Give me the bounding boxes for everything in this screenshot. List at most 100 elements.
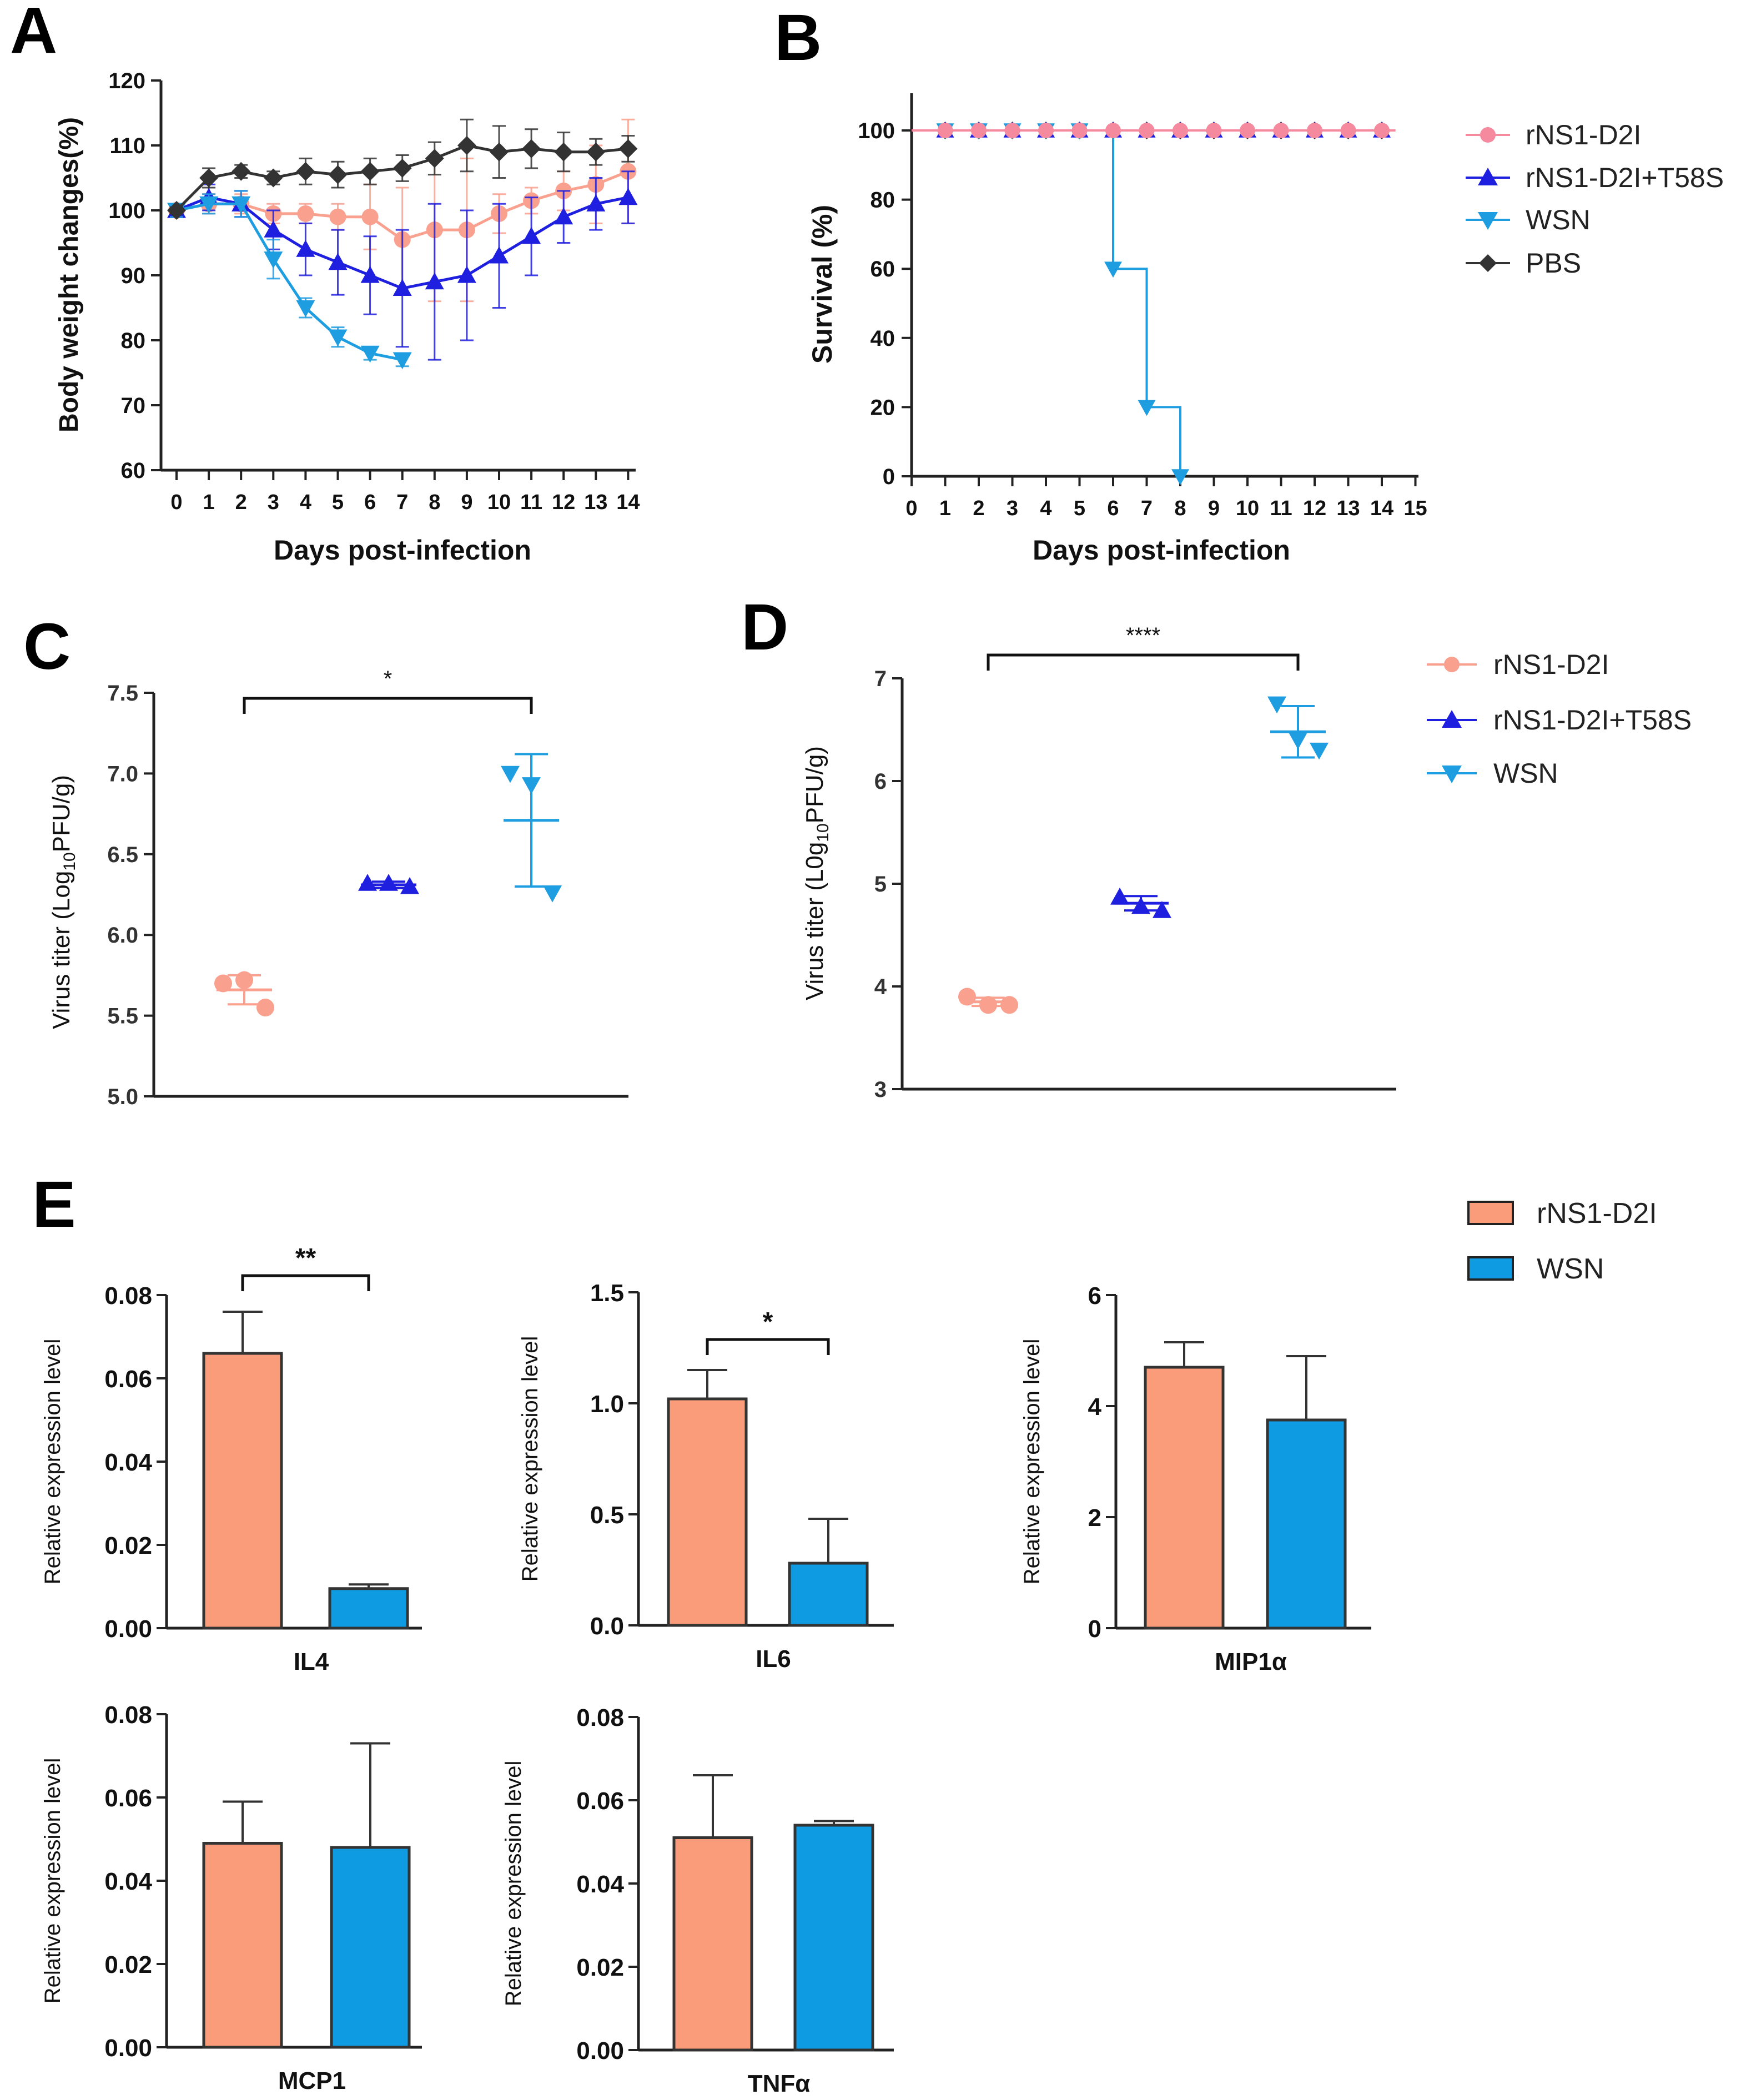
panel-b-point-2	[1171, 469, 1189, 485]
panel-c-ytick-label: 7.0	[107, 762, 138, 786]
panel-a-xtick-label: 4	[300, 491, 311, 514]
panel-d-ytick-label: 4	[874, 975, 887, 999]
panel-letter-e: E	[32, 1168, 76, 1241]
panel-e-il4-significance-label: **	[295, 1243, 316, 1273]
legend-e-label-2: WSN	[1537, 1253, 1604, 1285]
panel-a-point-0	[361, 208, 379, 225]
legend-b-marker-1	[1480, 127, 1496, 143]
panel-letter-a: A	[10, 0, 57, 67]
panel-b-xtick-label: 12	[1303, 497, 1326, 520]
panel-b-xtick-label: 1	[939, 497, 951, 520]
panel-a-point-3	[425, 149, 444, 168]
panel-e-tnf-bar-1	[793, 1824, 874, 2052]
panel-a-point-1	[554, 207, 573, 225]
panel-d-point-1	[1110, 888, 1129, 905]
panel-e-tnf-ylabel: Relative expression level	[501, 1761, 526, 2006]
panel-b-xtick-label: 14	[1370, 497, 1393, 520]
panel-c-ylabel-main: Virus titer (Log	[48, 871, 75, 1029]
panel-a-ytick-label: 110	[109, 134, 145, 158]
panel-e-mip1-ytick-label: 2	[1088, 1504, 1101, 1532]
panel-b-point-0	[1340, 123, 1356, 138]
panel-d-point-0	[1000, 996, 1018, 1014]
panel-a-ytick-label: 80	[121, 329, 146, 353]
panel-c-ytick-label: 7.5	[107, 681, 138, 706]
panel-e-il4-ytick-label: 0.00	[104, 1615, 152, 1643]
panel-b-point-0	[1071, 123, 1088, 138]
panel-b-xtick-label: 5	[1074, 497, 1085, 520]
panel-e-tnf-ytick-label: 0.02	[576, 1954, 624, 1981]
panel-a-point-1	[490, 246, 509, 264]
panel-c-point-0	[214, 974, 232, 993]
legend-e-label-1: rNS1-D2I	[1537, 1197, 1657, 1230]
panel-d-ylabel-main: Virus titer (L0g	[801, 842, 828, 1000]
panel-a-ytick-label: 70	[121, 394, 146, 418]
panel-e-tnf-xlabel: TNFα	[748, 2070, 811, 2097]
panel-e-mcp1-ytick-label: 0.04	[104, 1868, 152, 1895]
legend-b-marker-3	[1478, 212, 1498, 230]
panel-e-il6-bar-0	[667, 1397, 748, 1627]
panel-b-xtick-label: 7	[1141, 497, 1153, 520]
panel-b-point-0	[1273, 123, 1289, 138]
panel-b-ytick-label: 40	[871, 326, 895, 351]
panel-e-il6-ytick-label: 1.5	[590, 1280, 624, 1307]
panel-e-tnf-ytick-label: 0.06	[576, 1787, 624, 1815]
legend-d-marker-2	[1442, 710, 1462, 728]
panel-a-point-1	[425, 272, 444, 290]
panel-a-xtick-label: 12	[552, 491, 575, 514]
panel-a-point-2	[360, 345, 380, 363]
panel-a-xtick-label: 6	[364, 491, 376, 514]
legend-d-marker-1	[1444, 657, 1460, 672]
panel-b-ylabel: Survival (%)	[807, 205, 838, 364]
panel-e-il4-ytick-label: 0.08	[104, 1282, 152, 1310]
panel-a-point-3	[232, 162, 251, 181]
panel-b-xtick-label: 15	[1403, 497, 1427, 520]
panel-c-point-1	[379, 874, 398, 891]
panel-e-il6-significance-bracket	[706, 1338, 830, 1355]
panel-c-significance-bracket	[243, 697, 533, 714]
panel-c-ylabel-end: PFU/g)	[48, 775, 75, 852]
panel-d-point-1	[1131, 897, 1150, 914]
panel-e-il6-ytick-label: 0.0	[590, 1613, 624, 1640]
panel-a-xtick-label: 5	[332, 491, 344, 514]
panel-e-il4-xlabel: IL4	[294, 1648, 329, 1675]
panel-a-point-1	[618, 188, 638, 205]
legend-b-label-4: PBS	[1526, 248, 1581, 279]
panel-a-point-3	[328, 165, 348, 184]
panel-a-point-2	[199, 196, 219, 214]
panel-c-point-0	[235, 971, 253, 989]
panel-d-ylabel: Virus titer (L0g10PFU/g)	[801, 746, 832, 1000]
legend-d-label-2: rNS1-D2I+T58S	[1493, 704, 1692, 736]
panel-c-ytick-label: 6.0	[107, 923, 138, 948]
panel-b-point-2	[1104, 261, 1122, 278]
panel-e-mcp1-ytick-label: 0.00	[104, 2034, 152, 2062]
panel-b-ytick-label: 100	[858, 119, 895, 143]
panel-e-il6-ytick-label: 0.5	[590, 1502, 624, 1529]
panel-a-xtick-label: 14	[616, 491, 640, 514]
panel-d-chart: 3 4 5 6 7 ****	[874, 623, 1396, 1102]
panel-a-point-3	[167, 201, 186, 220]
panel-d-ylabel-end: PFU/g)	[801, 746, 828, 823]
panel-e-mcp1-ytick-label: 0.06	[104, 1785, 152, 1812]
panel-a-point-2	[232, 196, 251, 214]
panel-c-point-2	[522, 777, 541, 794]
panel-e-tnf-ytick-label: 0.00	[576, 2037, 624, 2064]
panel-b-ytick-label: 20	[871, 395, 895, 420]
panel-b-point-0	[1206, 123, 1222, 138]
panel-e-il4-ytick-label: 0.06	[104, 1366, 152, 1393]
legend-b-marker-2	[1478, 168, 1498, 185]
legend-d-label-1: rNS1-D2I	[1493, 649, 1609, 680]
panel-b-xtick-label: 3	[1007, 497, 1018, 520]
panel-a-point-1	[393, 279, 412, 296]
panel-a-point-1	[328, 253, 348, 270]
panel-a-xtick-label: 2	[235, 491, 247, 514]
legend-e-swatch-2	[1467, 1256, 1514, 1281]
panel-b-point-0	[1139, 123, 1155, 138]
panel-e-mcp1-bar-0	[202, 1842, 283, 2049]
panel-b-legend: rNS1-D2I rNS1-D2I+T58S WSN PBS	[1466, 119, 1724, 279]
panel-d-ytick-label: 7	[874, 667, 887, 691]
panel-a-xtick-label: 8	[429, 491, 440, 514]
